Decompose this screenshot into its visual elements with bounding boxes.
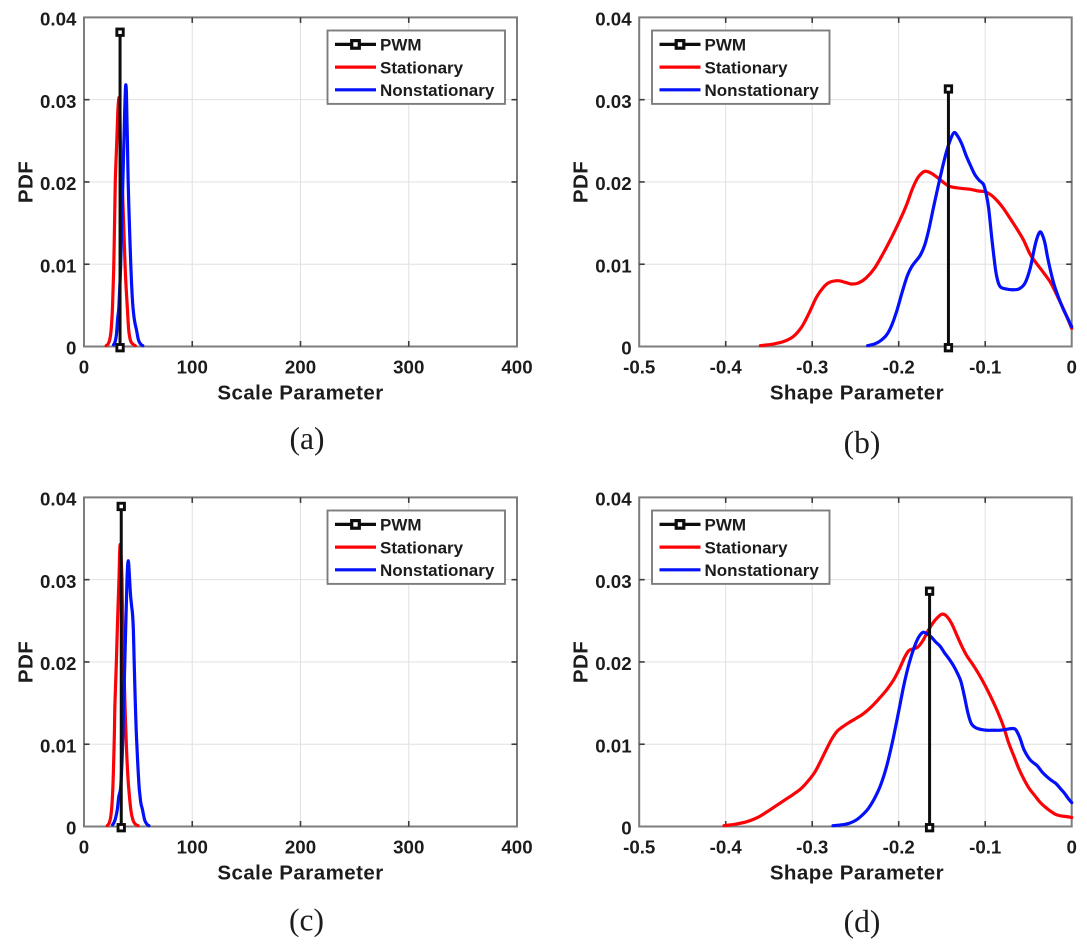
svg-text:0: 0 — [1066, 356, 1076, 377]
svg-text:-0.5: -0.5 — [623, 356, 655, 377]
svg-text:0.01: 0.01 — [40, 735, 76, 756]
svg-text:-0.2: -0.2 — [883, 836, 915, 857]
svg-text:0.03: 0.03 — [595, 91, 631, 112]
svg-text:100: 100 — [177, 356, 208, 377]
svg-text:PDF: PDF — [570, 161, 593, 203]
svg-text:Nonstationary: Nonstationary — [705, 561, 820, 580]
svg-text:Scale Parameter: Scale Parameter — [217, 382, 383, 405]
svg-text:0: 0 — [66, 338, 76, 359]
svg-text:0.02: 0.02 — [595, 173, 631, 194]
svg-text:0.01: 0.01 — [595, 735, 631, 756]
svg-text:100: 100 — [177, 836, 208, 857]
svg-text:Nonstationary: Nonstationary — [380, 561, 495, 580]
svg-text:300: 300 — [393, 836, 424, 857]
svg-text:(c): (c) — [289, 903, 324, 938]
svg-text:Stationary: Stationary — [380, 538, 464, 557]
svg-text:-0.3: -0.3 — [796, 836, 828, 857]
svg-text:Stationary: Stationary — [705, 58, 789, 77]
svg-text:-0.4: -0.4 — [710, 836, 743, 857]
svg-text:-0.3: -0.3 — [796, 356, 828, 377]
svg-text:0.01: 0.01 — [595, 255, 631, 276]
svg-text:(a): (a) — [290, 421, 325, 456]
svg-text:(b): (b) — [844, 425, 881, 460]
svg-text:-0.1: -0.1 — [969, 356, 1001, 377]
svg-text:0.01: 0.01 — [40, 255, 76, 276]
svg-text:400: 400 — [501, 836, 532, 857]
svg-text:0: 0 — [79, 356, 89, 377]
svg-text:PDF: PDF — [15, 161, 38, 203]
svg-text:PDF: PDF — [15, 641, 38, 683]
svg-text:200: 200 — [285, 836, 316, 857]
svg-text:0.03: 0.03 — [40, 571, 76, 592]
svg-text:0.02: 0.02 — [40, 173, 76, 194]
svg-text:0.04: 0.04 — [595, 9, 632, 30]
svg-text:0: 0 — [1066, 836, 1076, 857]
svg-text:0.03: 0.03 — [40, 91, 76, 112]
svg-text:300: 300 — [393, 356, 424, 377]
svg-text:PWM: PWM — [380, 36, 422, 55]
svg-text:0: 0 — [621, 338, 631, 359]
svg-text:Shape Parameter: Shape Parameter — [770, 862, 944, 885]
svg-text:Stationary: Stationary — [705, 538, 789, 557]
svg-text:0: 0 — [621, 818, 631, 839]
svg-text:(d): (d) — [844, 904, 881, 939]
svg-text:0.04: 0.04 — [595, 489, 632, 510]
svg-text:-0.5: -0.5 — [623, 836, 655, 857]
svg-text:PDF: PDF — [570, 641, 593, 683]
svg-text:0: 0 — [66, 818, 76, 839]
svg-text:Nonstationary: Nonstationary — [380, 81, 495, 100]
svg-text:PWM: PWM — [380, 516, 422, 535]
svg-text:Scale Parameter: Scale Parameter — [217, 862, 383, 885]
svg-text:Nonstationary: Nonstationary — [705, 81, 820, 100]
svg-text:PWM: PWM — [705, 36, 747, 55]
svg-text:400: 400 — [501, 356, 532, 377]
svg-text:-0.4: -0.4 — [710, 356, 743, 377]
svg-text:-0.2: -0.2 — [883, 356, 915, 377]
svg-text:Stationary: Stationary — [380, 58, 464, 77]
svg-text:-0.1: -0.1 — [969, 836, 1001, 857]
svg-text:PWM: PWM — [705, 516, 747, 535]
svg-text:0: 0 — [79, 836, 89, 857]
svg-text:0.04: 0.04 — [40, 489, 77, 510]
svg-text:200: 200 — [285, 356, 316, 377]
svg-text:0.04: 0.04 — [40, 9, 77, 30]
svg-text:Shape Parameter: Shape Parameter — [770, 382, 944, 405]
svg-text:0.02: 0.02 — [40, 653, 76, 674]
svg-text:0.03: 0.03 — [595, 571, 631, 592]
svg-text:0.02: 0.02 — [595, 653, 631, 674]
